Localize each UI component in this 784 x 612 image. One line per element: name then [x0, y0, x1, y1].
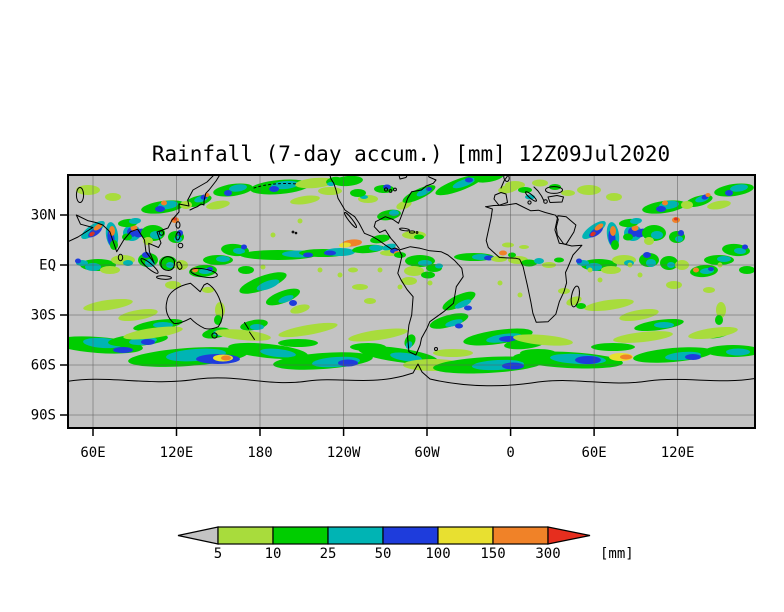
colorbar: 5 10 25 50 100 150 300 [mm] — [177, 526, 634, 562]
lat-tick-label: 30S — [31, 308, 56, 324]
lon-tick-label: 60E — [581, 445, 606, 461]
lon-tick-label: 0 — [506, 445, 514, 461]
colorbar-segment — [382, 526, 439, 545]
colorbar-segment — [492, 526, 549, 545]
axis-ticks — [60, 214, 679, 436]
lat-tick-label: 30N — [31, 208, 56, 224]
colorbar-level-label: 50 — [375, 546, 392, 562]
coastline-asia-layer — [68, 175, 255, 340]
lat-tick-label: EQ — [39, 258, 56, 274]
colorbar-segment — [272, 526, 329, 545]
map-plot-area — [68, 175, 755, 428]
lon-tick-label: 120E — [160, 445, 194, 461]
colorbar-level-label: 100 — [425, 546, 450, 562]
colorbar-level-label: 25 — [320, 546, 337, 562]
colorbar-level-label: 5 — [214, 546, 222, 562]
lon-tick-label: 60W — [414, 445, 440, 461]
colorbar-segment — [327, 526, 384, 545]
coastline-global-layer — [68, 175, 755, 387]
rainfall-global-layer — [68, 175, 755, 374]
colorbar-level-label: 300 — [535, 546, 560, 562]
colorbar-level-label: 10 — [265, 546, 282, 562]
figure-title: Rainfall (7-day accum.) [mm] 12Z09Jul202… — [152, 142, 670, 166]
map-panel: 30N EQ 30S 60S 90S 60E 120E 180 120W 60W… — [31, 174, 756, 461]
colorbar-right-arrow — [547, 526, 591, 545]
colorbar-segment — [217, 526, 274, 545]
grid-layer — [68, 175, 755, 428]
lon-tick-label: 120W — [327, 445, 361, 461]
colorbar-level-label: 150 — [480, 546, 505, 562]
lon-tick-label: 180 — [247, 445, 272, 461]
lat-tick-label: 60S — [31, 358, 56, 374]
lon-tick-label: 60E — [80, 445, 105, 461]
colorbar-segment — [437, 526, 494, 545]
lat-axis-labels: 30N EQ 30S 60S 90S — [31, 208, 56, 424]
lon-axis-labels: 60E 120E 180 120W 60W 0 60E 120E — [80, 445, 694, 461]
lon-tick-label: 120E — [661, 445, 695, 461]
lat-tick-label: 90S — [31, 408, 56, 424]
colorbar-unit-label: [mm] — [600, 546, 634, 562]
map-frame — [67, 174, 756, 429]
map-background — [68, 175, 755, 428]
